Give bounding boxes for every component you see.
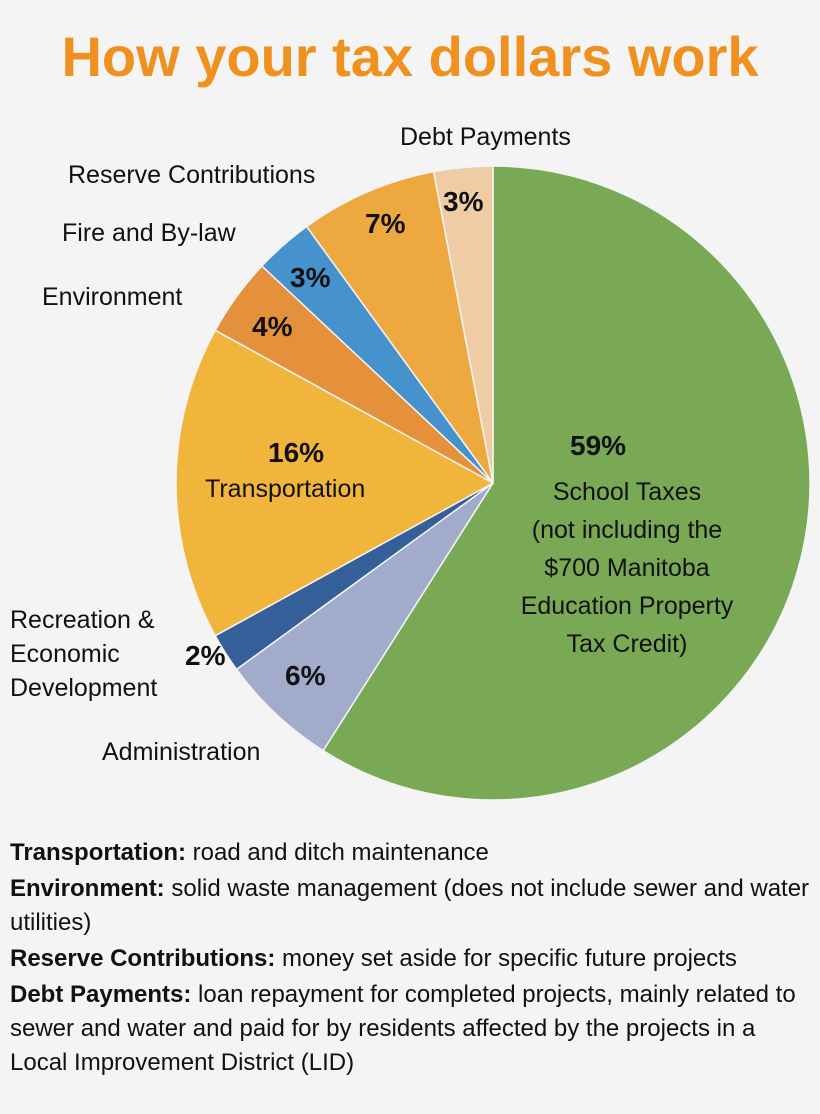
pie-slice-debt xyxy=(432,165,494,484)
note-debt: Debt Payments: loan repayment for comple… xyxy=(10,978,815,1080)
pie-slice-reserve xyxy=(305,170,494,484)
note-term: Transportation: xyxy=(10,839,187,866)
label-recreation-2: Economic xyxy=(10,640,120,668)
pie-slice-school xyxy=(322,165,811,801)
pct-fire: 3% xyxy=(290,262,331,293)
note-text: solid waste management (does not include… xyxy=(10,875,810,936)
pct-school: 59% xyxy=(570,430,627,461)
label-debt-payments: Debt Payments xyxy=(400,123,571,151)
pie-slice-administration xyxy=(235,482,494,752)
pct-administration: 6% xyxy=(285,660,326,691)
label-administration: Administration xyxy=(102,738,261,766)
label-transportation: Transportation xyxy=(205,475,366,503)
note-text: loan repayment for completed projects, m… xyxy=(10,981,796,1076)
label-reserve-contributions: Reserve Contributions xyxy=(68,161,316,189)
school-line: $700 Manitoba xyxy=(544,554,710,582)
note-environment: Environment: solid waste management (doe… xyxy=(10,872,815,940)
note-term: Reserve Contributions: xyxy=(10,945,276,972)
pie-slice-transportation xyxy=(175,329,495,637)
note-term: Environment: xyxy=(10,875,165,902)
note-term: Debt Payments: xyxy=(10,981,192,1008)
pct-reserve: 7% xyxy=(365,208,406,239)
note-text: road and ditch maintenance xyxy=(186,839,489,866)
pct-recreation: 2% xyxy=(185,640,226,671)
school-line: (not including the xyxy=(531,516,723,544)
pct-transportation: 16% xyxy=(268,437,325,468)
label-recreation-1: Recreation & xyxy=(10,606,155,634)
label-recreation-3: Development xyxy=(10,674,158,702)
school-line: School Taxes xyxy=(552,478,702,506)
school-line: Education Property xyxy=(520,592,734,620)
note-text: money set aside for specific future proj… xyxy=(275,945,737,972)
label-environment: Environment xyxy=(42,283,183,311)
definitions: Transportation: road and ditch maintenan… xyxy=(10,836,815,1082)
school-line: Tax Credit) xyxy=(566,630,688,658)
label-fire-bylaw: Fire and By-law xyxy=(62,219,236,247)
pct-environment: 4% xyxy=(252,311,293,342)
note-reserve: Reserve Contributions: money set aside f… xyxy=(10,942,815,976)
pct-debt: 3% xyxy=(443,186,484,217)
note-transportation: Transportation: road and ditch maintenan… xyxy=(10,836,815,870)
label-school-taxes: School Taxes (not including the $700 Man… xyxy=(477,473,777,663)
chart-title: How your tax dollars work xyxy=(61,25,759,88)
pie-chart xyxy=(175,165,811,801)
